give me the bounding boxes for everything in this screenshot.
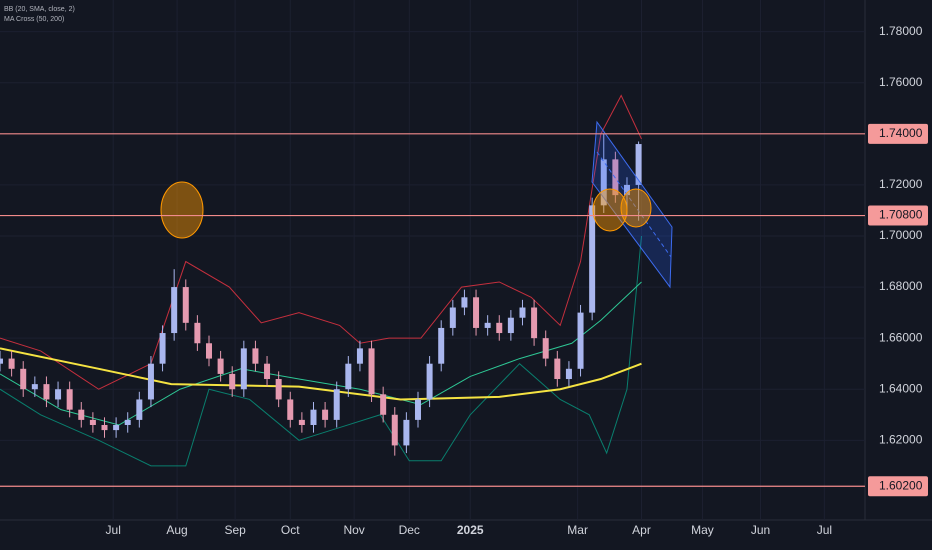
candle-body <box>43 384 50 400</box>
candle-body <box>635 144 642 185</box>
candle-body <box>356 348 363 364</box>
x-tick-label: Dec <box>399 523 420 537</box>
highlight-circle <box>160 181 204 239</box>
candle-body <box>171 287 178 334</box>
candle-body <box>205 343 212 359</box>
highlight-circle <box>620 188 652 228</box>
channel <box>591 120 673 289</box>
level-label: 1.60200 <box>879 478 923 492</box>
level-label-box <box>868 123 928 144</box>
y-tick-label: 1.66000 <box>879 330 923 344</box>
y-tick-label: 1.62000 <box>879 432 923 446</box>
candle-body <box>55 389 62 400</box>
channel-mid <box>596 151 672 258</box>
candle-body <box>0 358 3 364</box>
y-tick-label: 1.76000 <box>879 75 923 89</box>
x-tick-label: Mar <box>567 523 588 537</box>
candle-body <box>623 184 630 196</box>
indicator-line <box>0 94 642 390</box>
y-tick-label: 1.70000 <box>879 228 923 242</box>
x-tick-label: Nov <box>343 523 364 537</box>
candle-body <box>20 368 27 390</box>
candle-body <box>531 307 538 339</box>
candle-body <box>496 322 503 334</box>
candle-body <box>484 322 491 328</box>
indicator-line <box>0 347 642 401</box>
candle-body <box>275 379 282 400</box>
x-tick-label: Jul <box>106 523 121 537</box>
x-tick-label: Aug <box>166 523 187 537</box>
x-tick-label: Apr <box>632 523 651 537</box>
candle-body <box>600 159 607 206</box>
candle-body <box>473 297 480 328</box>
legend-entry: MA Cross (50, 200) <box>4 16 64 23</box>
candle-body <box>287 399 294 420</box>
x-tick-label: Jul <box>817 523 832 537</box>
candle-body <box>182 287 189 323</box>
candle-body <box>8 358 15 369</box>
candle-body <box>124 419 131 425</box>
level-label-box <box>868 476 928 497</box>
candle-body <box>66 389 73 410</box>
x-tick-label: Sep <box>224 523 246 537</box>
candle-body <box>113 424 120 431</box>
candle-body <box>159 333 166 364</box>
candle-body <box>403 419 410 446</box>
level-label-box <box>868 205 928 226</box>
candle-body <box>78 409 85 420</box>
candle-body <box>577 312 584 369</box>
candle-body <box>264 363 271 380</box>
x-tick-label: 2025 <box>457 523 484 537</box>
y-tick-label: 1.68000 <box>879 279 923 293</box>
candle-body <box>194 322 201 344</box>
candle-body <box>426 363 433 400</box>
candle-body <box>136 399 143 420</box>
y-tick-label: 1.72000 <box>879 177 923 191</box>
candle-body <box>542 338 549 359</box>
x-tick-label: Oct <box>281 523 300 537</box>
level-label: 1.70800 <box>879 208 923 222</box>
candle-body <box>252 348 259 364</box>
candle-body <box>519 307 526 318</box>
y-tick-label: 1.78000 <box>879 24 923 38</box>
y-tick-label: 1.64000 <box>879 381 923 395</box>
candle-body <box>380 394 387 415</box>
highlight-circle <box>592 188 628 232</box>
legend-entry: BB (20, SMA, close, 2) <box>4 6 75 13</box>
x-tick-label: Jun <box>751 523 770 537</box>
candle-body <box>461 297 468 308</box>
candle-body <box>368 348 375 395</box>
candle-body <box>31 384 38 390</box>
candle-body <box>565 368 572 380</box>
candle-body <box>589 205 596 313</box>
candle-body <box>449 307 456 328</box>
candle-body <box>414 399 421 420</box>
candle-body <box>438 327 445 364</box>
candle-body <box>391 414 398 446</box>
candle-body <box>333 389 340 420</box>
candle-body <box>507 317 514 334</box>
candle-body <box>345 363 352 390</box>
candle-body <box>89 419 96 425</box>
candle-body <box>322 409 329 420</box>
candle-body <box>240 348 247 390</box>
candle-body <box>217 358 224 374</box>
candle-body <box>298 419 305 425</box>
plot <box>0 0 865 520</box>
level-label: 1.74000 <box>879 126 923 140</box>
candle-body <box>147 363 154 400</box>
candle-body <box>554 358 561 380</box>
x-tick-label: May <box>691 523 714 537</box>
candle-body <box>229 373 236 390</box>
candle-body <box>310 409 317 425</box>
candle-body <box>101 424 108 431</box>
